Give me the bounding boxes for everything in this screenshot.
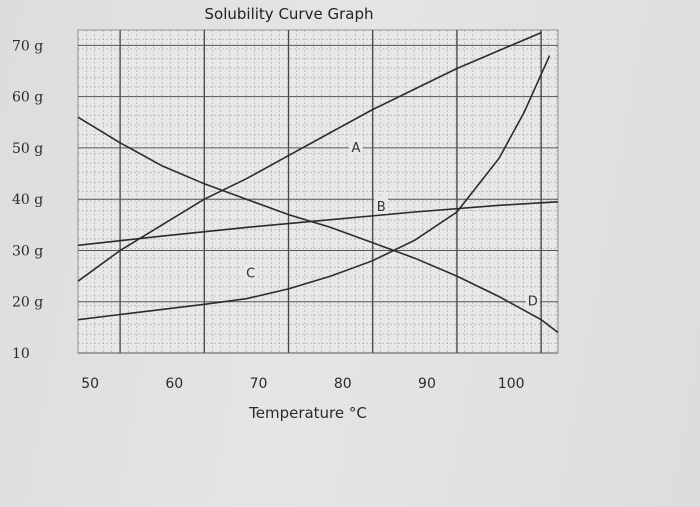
x-tick-label: 100 (498, 376, 525, 392)
x-tick-label: 60 (165, 376, 183, 392)
y-tick-label: 50 g (12, 141, 43, 157)
curve-label-bg (374, 197, 389, 214)
solubility-curves (77, 31, 559, 334)
x-tick-label: 70 (250, 376, 268, 392)
y-tick-label: 30 g (12, 243, 43, 259)
curve-label-c: C (246, 267, 255, 282)
minor-gridlines (77, 29, 558, 354)
y-axis-tick-labels: 70 g 60 g 50 g 40 g 30 g 20 g 10 (12, 38, 43, 362)
y-tick-label: 10 (12, 346, 30, 362)
curve-labels: A B C D (243, 138, 540, 310)
curve-label-a: A (351, 141, 360, 156)
chart-title: Solubility Curve Graph (205, 5, 374, 23)
curve-label-bg (348, 138, 363, 155)
y-tick-label: 20 g (12, 295, 43, 311)
x-tick-label: 90 (418, 376, 436, 392)
x-tick-label: 50 (81, 376, 99, 392)
x-axis-tick-labels: 50 60 70 80 90 100 (81, 376, 524, 392)
y-tick-label: 60 g (12, 90, 43, 106)
x-axis-label: Temperature °C (248, 404, 367, 422)
curve-b (77, 201, 559, 247)
y-tick-label: 40 g (12, 192, 43, 208)
x-tick-label: 80 (334, 376, 352, 392)
y-tick-label: 70 g (12, 38, 43, 54)
curve-label-b: B (377, 200, 386, 215)
curve-d (77, 116, 559, 334)
curve-a (77, 31, 542, 282)
major-gridlines (78, 30, 558, 354)
curve-label-bg (243, 264, 258, 281)
curve-label-bg (525, 292, 540, 309)
curve-label-d: D (528, 295, 538, 310)
curve-c (77, 55, 551, 321)
